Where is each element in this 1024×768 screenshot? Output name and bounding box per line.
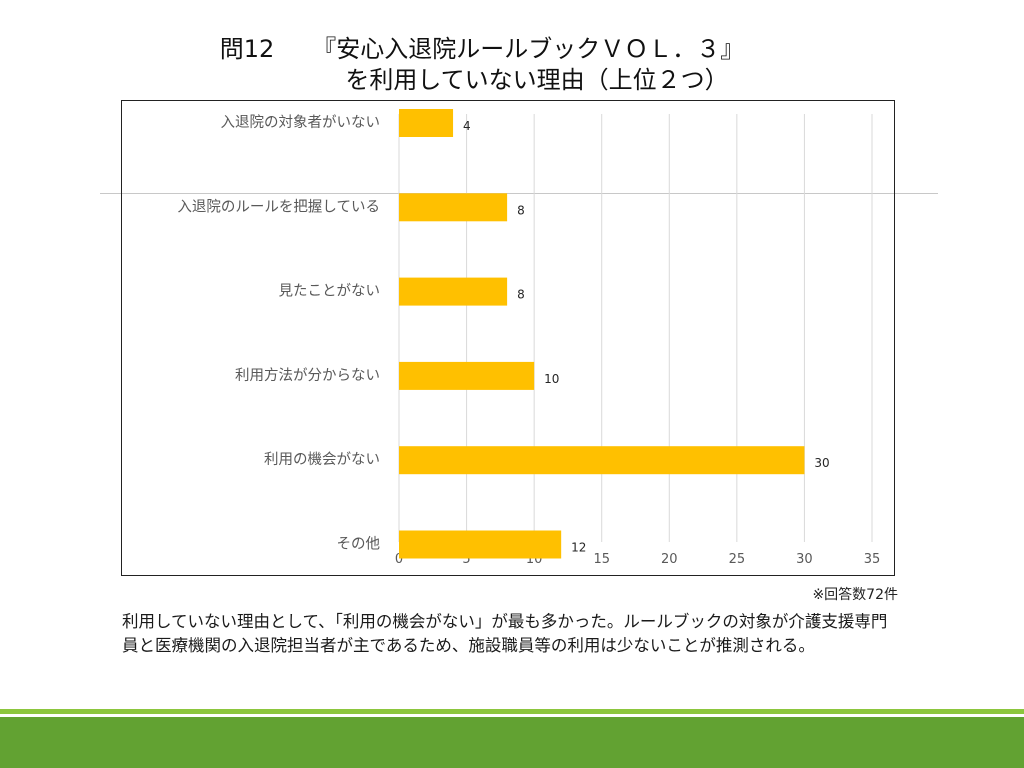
x-tick-label: 25 <box>729 552 746 567</box>
category-label: 見たことがない <box>279 283 381 300</box>
data-label: 10 <box>544 372 559 386</box>
bar-chart: 0 5 10 15 20 25 30 35 入退院の対象者がいない 4 入退院のルールを把握している… <box>177 109 881 567</box>
footer-bar <box>0 717 1024 768</box>
response-count-note: ※回答数72件 <box>812 587 898 603</box>
data-label: 8 <box>517 288 525 302</box>
description-text: 利用していない理由として、「利用の機会がない」が最も多かった。ルールブックの対象… <box>122 612 888 655</box>
category-label: その他 <box>337 536 381 553</box>
x-tick-label: 35 <box>864 552 881 567</box>
data-label: 30 <box>814 456 829 470</box>
bar <box>399 361 535 390</box>
category-label: 利用方法が分からない <box>235 367 380 384</box>
chart-frame <box>121 100 895 576</box>
bar <box>399 530 562 559</box>
data-label: 8 <box>517 203 525 217</box>
bar <box>399 193 508 222</box>
category-label: 入退院のルールを把握している <box>177 198 380 215</box>
footer-accent-line <box>0 709 1024 714</box>
category-label: 利用の機会がない <box>264 451 380 468</box>
data-label: 4 <box>463 119 471 133</box>
x-tick-label: 20 <box>661 552 678 567</box>
bar <box>399 446 805 475</box>
divider-line <box>100 193 938 194</box>
x-tick-label: 30 <box>796 552 813 567</box>
category-label: 入退院の対象者がいない <box>221 114 381 131</box>
title-line-1: 問12 『安心入退院ルールブックＶＯＬ．３』 <box>0 34 1024 65</box>
bar <box>399 109 454 137</box>
title-line-2: を利用していない理由（上位２つ） <box>345 66 729 94</box>
slide-title: 問12 『安心入退院ルールブックＶＯＬ．３』 を利用していない理由（上位２つ） <box>0 34 1024 96</box>
data-label: 12 <box>571 541 586 555</box>
x-tick-label: 0 <box>395 552 403 567</box>
x-tick-label: 5 <box>462 552 470 567</box>
question-number: 問12 <box>219 35 275 63</box>
x-tick-label: 15 <box>593 552 610 567</box>
title-text-1: 『安心入退院ルールブックＶＯＬ．３』 <box>312 35 745 63</box>
bar <box>399 277 508 306</box>
